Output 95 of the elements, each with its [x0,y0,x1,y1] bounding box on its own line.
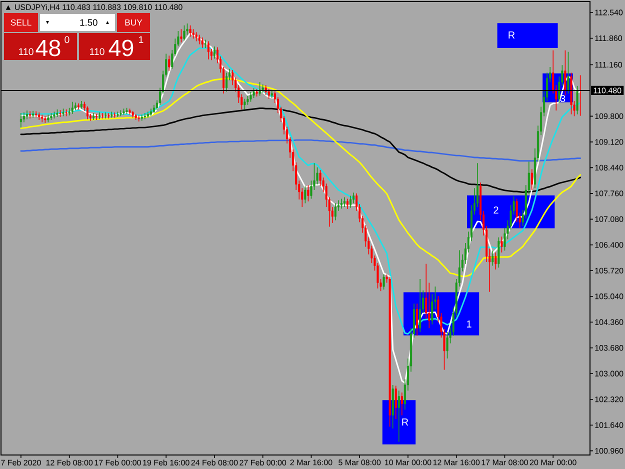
annotation: 110 [19,48,34,56]
candlestick [268,88,270,100]
candlestick [204,39,206,48]
y-tick-label: 109.120 [595,139,624,145]
candlestick [226,72,228,92]
candlestick [416,303,418,336]
candlestick [198,34,200,45]
candlestick [307,184,310,202]
candlestick [394,385,397,420]
x-tick-label: 17 Feb 00:00 [94,460,141,466]
x-tick-label: 17 Mar 08:00 [482,460,528,466]
y-tick-label: 101.640 [595,422,624,428]
candlestick [258,82,261,96]
candlestick [189,24,192,38]
y-tick-label: 112.540 [595,10,623,16]
candlestick [343,196,346,208]
annotation: 48 [36,40,60,56]
annotation: 0 [64,36,70,44]
candlestick [494,252,497,270]
band-label: 2 [494,206,498,214]
y-tick-label: 102.320 [595,396,624,402]
candlestick [352,192,355,204]
chart-title: ▲ USDJPYi,H4 110.483 110.883 109.810 110.480 [6,4,182,11]
band-label: R [402,418,408,426]
candlestick [35,110,38,118]
candlestick [213,46,216,60]
annotation: 110 [90,48,104,56]
candlestick [530,168,533,190]
candlestick [564,50,566,96]
candlestick [192,28,194,39]
x-tick-label: 20 Mar 00:00 [530,460,576,466]
candlestick [244,98,246,110]
candlestick [500,236,503,253]
annotation: SELL [10,19,32,26]
candlestick [138,115,140,122]
candlestick [400,392,403,416]
candlestick [398,390,400,442]
annotation: 1 [139,36,144,43]
band-label: R [508,32,515,38]
candlestick [250,92,252,102]
x-tick-label: 5 Mar 08:00 [338,460,381,466]
y-tick-label: 100.960 [595,448,624,454]
y-tick-label: 106.400 [595,242,624,248]
annotation: BUY [125,19,142,26]
candlestick [86,106,88,120]
candlestick [340,198,342,209]
y-tick-label: 108.440 [595,164,624,171]
candlestick [96,114,98,120]
candlestick [102,112,104,119]
candlestick [567,51,570,94]
y-tick-label: 105.040 [595,294,624,300]
candlestick [350,195,352,208]
x-tick-label: 12 Feb 08:00 [46,460,93,466]
candlestick [71,101,74,114]
candlestick [183,24,186,41]
candlestick [201,37,204,48]
candlestick [346,198,349,210]
y-tick-label: 103.680 [595,345,624,351]
x-tick-label: 2 Mar 16:00 [290,460,332,466]
candlestick [144,112,146,120]
candlestick [419,278,422,332]
candlestick [498,236,500,268]
candlestick [195,32,198,42]
candlestick [246,95,249,106]
ref-line-label: 110.480 [594,88,622,94]
candlestick [77,102,80,110]
candlestick [180,28,182,43]
candlestick [41,114,44,123]
y-tick-label: 111.860 [595,35,622,42]
x-tick-label: 27 Feb 00:00 [240,460,286,466]
y-tick-label: 105.720 [595,268,624,274]
y-tick-label: 107.760 [595,190,624,196]
annotation: 1.50 [80,19,98,26]
x-tick-label: 7 Feb 2020 [1,460,41,466]
candlestick [20,112,22,128]
y-tick-label: 104.360 [595,319,624,325]
candlestick [92,112,95,120]
candlestick [334,202,336,221]
candlestick [168,55,170,72]
x-tick-label: 10 Mar 00:00 [385,460,432,466]
y-tick-label: 103.000 [595,370,624,376]
x-tick-label: 24 Feb 08:00 [191,460,238,466]
candlestick [304,186,306,204]
annotation: 49 [108,40,134,56]
candlestick [576,86,578,115]
y-tick-label: 111.160 [595,62,622,68]
candlestick [207,40,210,60]
y-tick-label: 109.800 [595,113,624,120]
x-tick-label: 19 Feb 16:00 [143,460,190,466]
y-tick-label: 107.080 [595,216,624,222]
candlestick [492,250,494,266]
candlestick [252,88,255,98]
x-tick-label: 12 Mar 16:00 [433,460,480,466]
candlestick [382,274,385,290]
band-label: 1 [466,320,472,328]
